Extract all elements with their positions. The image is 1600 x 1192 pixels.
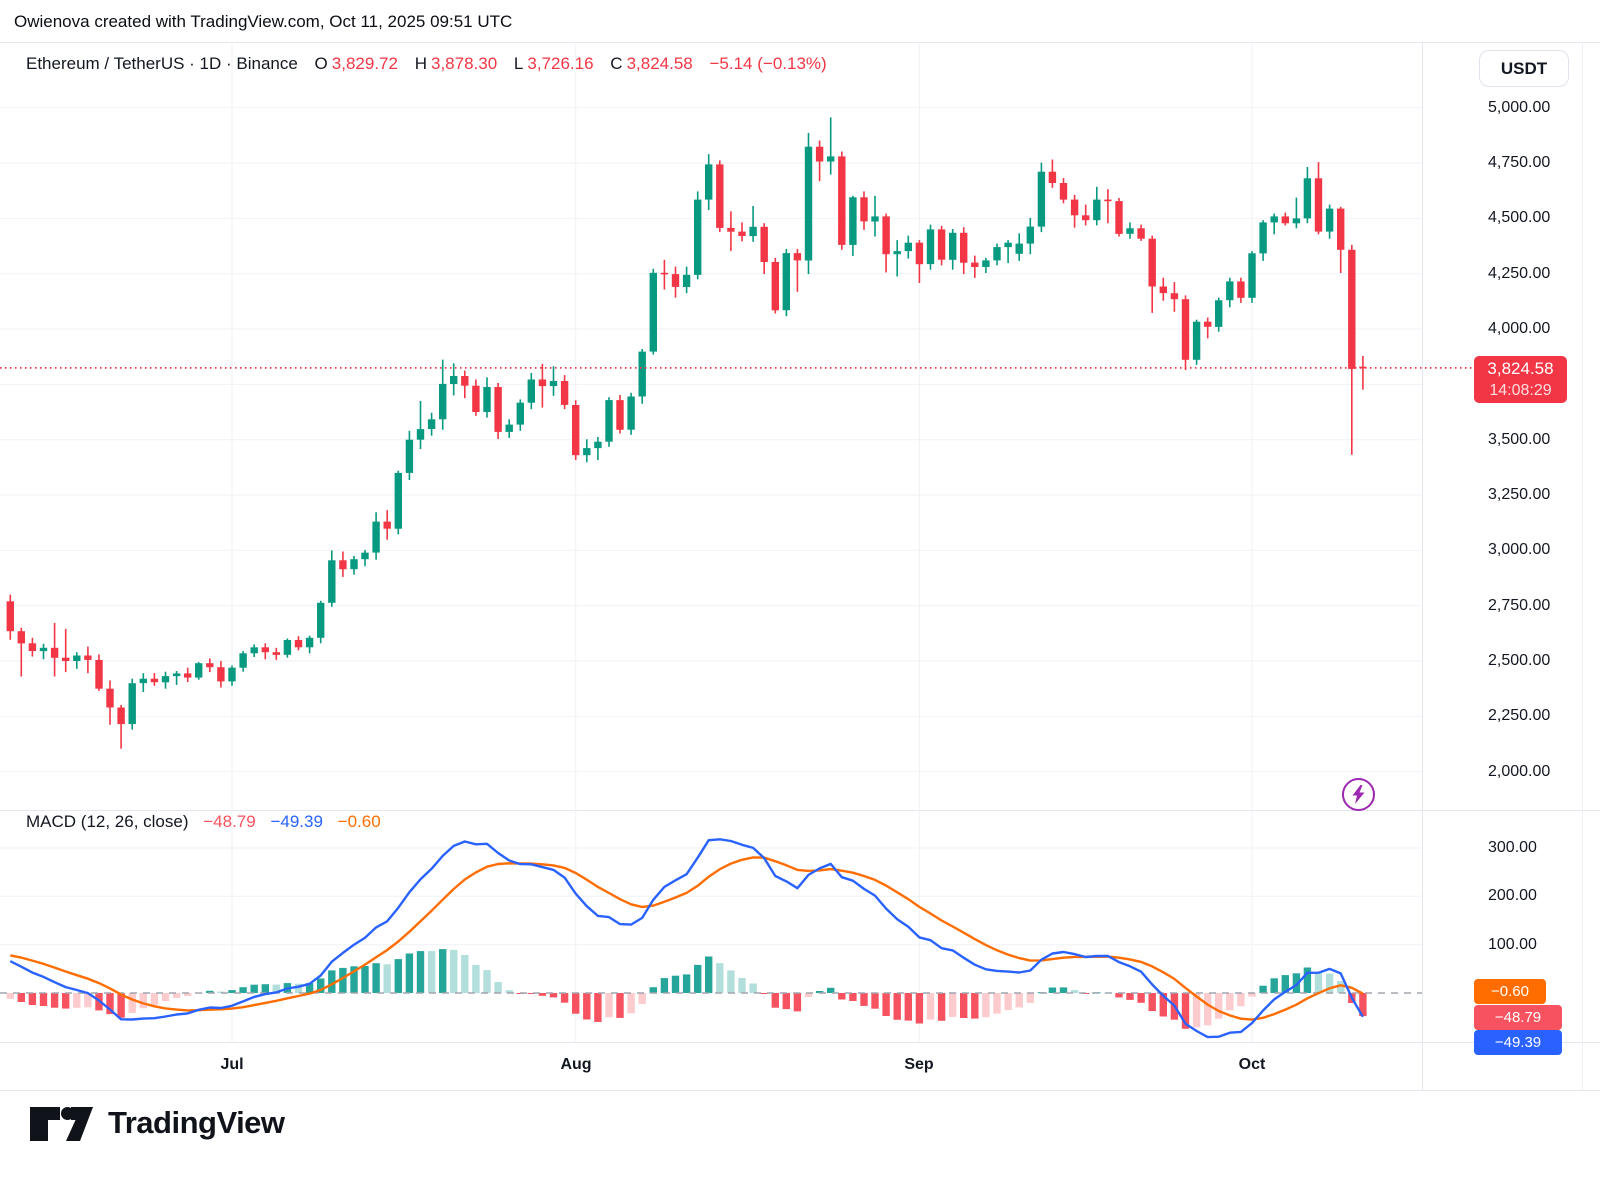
close-value: 3,824.58 (626, 54, 693, 73)
bar-countdown: 14:08:29 (1489, 381, 1552, 399)
current-price-value: 3,824.58 (1487, 358, 1554, 378)
month-label-jul: Jul (220, 1056, 244, 1073)
high-value: 3,878.30 (430, 54, 498, 73)
month-label-oct: Oct (1238, 1056, 1266, 1073)
symbol-title: Ethereum / TetherUS · 1D · Binance (26, 54, 298, 73)
chart-top-border (0, 42, 1600, 43)
attribution-text: Owienova created with TradingView.com, O… (14, 12, 513, 31)
price-tick-label: 4,500.00 (1488, 209, 1551, 226)
macd-signal-value: −0.60 (337, 812, 381, 831)
macd-hist-value: −48.79 (203, 812, 256, 831)
right-edge-border (1582, 42, 1583, 1090)
price-tick-label: 4,000.00 (1488, 320, 1551, 337)
month-label-aug: Aug (560, 1056, 592, 1073)
low-label: L (513, 54, 524, 73)
open-value: 3,829.72 (331, 54, 398, 73)
macd-tick-label: 100.00 (1488, 936, 1537, 953)
macd-tick-label: 200.00 (1488, 887, 1537, 904)
price-tick-label: 2,500.00 (1488, 652, 1551, 669)
macd-legend-title: MACD (12, 26, close) (26, 812, 189, 831)
current-price-badge: 3,824.58 14:08:29 (1474, 356, 1567, 403)
low-value: 3,726.16 (527, 54, 594, 73)
price-tick-label: 3,250.00 (1488, 486, 1551, 503)
tradingview-wordmark: TradingView (108, 1105, 285, 1140)
lightning-bolt-icon (1352, 785, 1365, 804)
open-label: O (314, 54, 328, 73)
change-value: −5.14 (−0.13%) (709, 54, 827, 73)
currency-button[interactable]: USDT (1479, 50, 1569, 87)
tradingview-logo[interactable]: TradingView (30, 1100, 285, 1146)
price-tick-label: 3,500.00 (1488, 431, 1551, 448)
macd-tick-label: 300.00 (1488, 839, 1537, 856)
month-label-sep: Sep (904, 1056, 934, 1073)
macd-signal-badge: −0.60 (1474, 979, 1546, 1004)
price-tick-label: 4,250.00 (1488, 265, 1551, 282)
close-label: C (610, 54, 623, 73)
price-tick-label: 2,000.00 (1488, 763, 1551, 780)
price-tick-label: 2,750.00 (1488, 597, 1551, 614)
macd-line-badge: −49.39 (1474, 1030, 1562, 1055)
price-axis-separator (1422, 42, 1423, 1090)
macd-legend[interactable]: MACD (12, 26, close) −48.79 −49.39 −0.60 (26, 812, 381, 832)
price-tick-label: 3,000.00 (1488, 541, 1551, 558)
high-label: H (414, 54, 427, 73)
symbol-legend[interactable]: Ethereum / TetherUS · 1D · Binance O 3,82… (26, 54, 831, 74)
price-tick-label: 2,250.00 (1488, 707, 1551, 724)
price-tick-label: 5,000.00 (1488, 99, 1551, 116)
time-axis-top-border (0, 1042, 1600, 1043)
tradingview-mark-icon (30, 1107, 93, 1141)
macd-hist-badge: −48.79 (1474, 1005, 1562, 1030)
pane-separator[interactable] (0, 810, 1600, 811)
macd-line-value: −49.39 (270, 812, 323, 831)
time-axis-bottom-border (0, 1090, 1600, 1091)
price-tick-label: 4,750.00 (1488, 154, 1551, 171)
lightning-marker-icon[interactable] (1342, 778, 1375, 811)
